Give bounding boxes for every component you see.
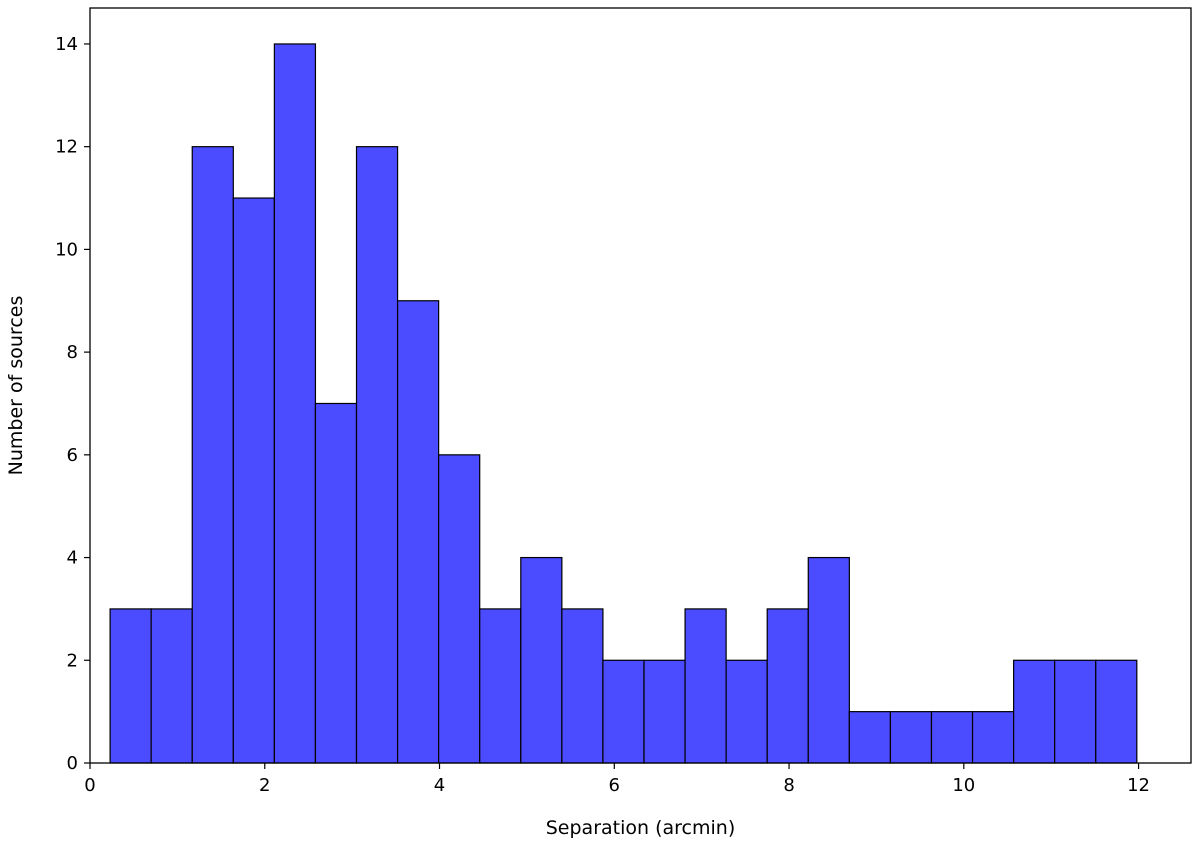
histogram-bar-15 (725, 659, 768, 764)
x-tick-label: 0 (84, 775, 95, 796)
y-tick-label: 8 (67, 342, 78, 363)
x-axis-ticks: 0 2 4 6 8 10 12 (84, 763, 1150, 796)
y-tick-label: 4 (67, 548, 78, 569)
histogram-bar-8 (438, 454, 481, 764)
histogram-bar-9 (479, 608, 522, 764)
x-tick-label: 10 (952, 775, 975, 796)
histogram-bar-0 (109, 608, 152, 764)
histogram-bar-6 (355, 146, 399, 764)
histogram-bar-12 (602, 659, 645, 764)
plot-frame (89, 7, 1192, 764)
x-tick-label: 2 (259, 775, 270, 796)
histogram-bar-13 (643, 659, 686, 764)
histogram-bar-10 (520, 556, 563, 764)
x-tick-label: 8 (783, 775, 794, 796)
y-tick-label: 12 (55, 137, 78, 158)
histogram-bar-7 (396, 300, 440, 764)
histogram-bar-20 (930, 711, 974, 764)
y-tick-label: 2 (67, 650, 78, 671)
histogram-bar-24 (1095, 659, 1138, 764)
histogram-bar-17 (807, 556, 850, 764)
y-tick-label: 10 (55, 239, 78, 260)
histogram-bar-23 (1054, 659, 1097, 764)
histogram-bar-18 (848, 711, 892, 764)
histogram-bar-2 (191, 146, 234, 764)
histogram-bar-4 (273, 43, 317, 764)
histogram-bar-11 (561, 608, 604, 764)
histogram-bar-5 (314, 402, 358, 764)
histogram-bar-21 (971, 711, 1015, 764)
x-tick-label: 4 (434, 775, 445, 796)
y-tick-label: 14 (55, 34, 78, 55)
histogram-bar-14 (684, 608, 727, 764)
x-tick-label: 6 (609, 775, 620, 796)
x-tick-label: 12 (1127, 775, 1150, 796)
histogram-bar-22 (1013, 659, 1056, 764)
y-tick-label: 0 (67, 753, 78, 774)
y-tick-label: 6 (67, 445, 78, 466)
histogram-bar-16 (766, 608, 809, 764)
histogram-bar-3 (232, 197, 275, 764)
y-axis-ticks: 0 2 4 6 8 10 12 14 (55, 34, 90, 774)
y-axis-label: Number of sources (5, 296, 27, 476)
x-axis-label: Separation (arcmin) (546, 817, 735, 839)
histogram-bar-19 (889, 711, 933, 764)
histogram-bar-1 (150, 608, 193, 764)
histogram-bars (109, 43, 1138, 764)
